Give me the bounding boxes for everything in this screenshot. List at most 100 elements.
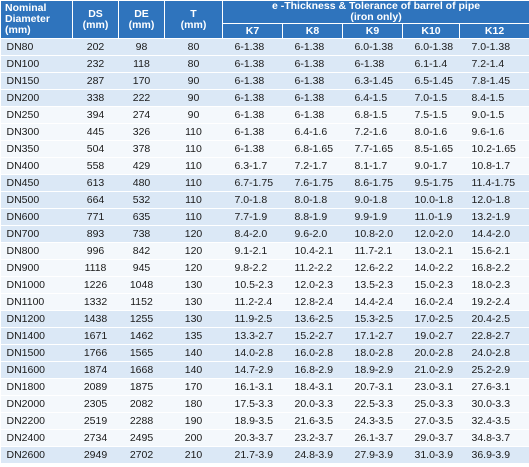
table-row: DN700 893 738 120 8.4-2.0 9.6-2.0 10.8-2.0 12.0… bbox=[0, 225, 529, 243]
table-row: DN2400 2734 2495 200 20.3-3.7 23.2-3.7 26.1-3.… bbox=[0, 429, 529, 447]
table-cell: 18.9-3.5 bbox=[222, 412, 283, 430]
table-cell: 15.0-2.3 bbox=[402, 276, 460, 294]
table-cell: 8.4-1.5 bbox=[459, 89, 529, 107]
table-cell: 24.3-3.5 bbox=[342, 412, 403, 430]
table-cell: 14.4-2.0 bbox=[459, 225, 529, 243]
table-cell: 7.7-1.9 bbox=[222, 208, 283, 226]
table-cell: 25.0-3.3 bbox=[402, 395, 460, 413]
table-cell: 338 bbox=[72, 89, 119, 107]
table-cell: 110 bbox=[164, 208, 223, 226]
table-cell: 222 bbox=[118, 89, 165, 107]
table-cell: 1565 bbox=[118, 344, 165, 362]
table-cell: 504 bbox=[72, 140, 119, 158]
table-cell: 6.8-1.5 bbox=[342, 106, 403, 124]
table-cell: 893 bbox=[72, 225, 119, 243]
table-cell: 21.7-3.9 bbox=[222, 446, 283, 464]
table-cell: 771 bbox=[72, 208, 119, 226]
nominal-diameter: DN900 bbox=[0, 259, 73, 277]
table-row: DN900 1118 945 120 9.8-2.2 11.2-2.2 12.6-2.2 14… bbox=[0, 259, 529, 277]
table-cell: 996 bbox=[72, 242, 119, 260]
table-cell: 11.2-2.4 bbox=[222, 293, 283, 311]
table-cell: 21.6-3.5 bbox=[282, 412, 343, 430]
table-cell: 1462 bbox=[118, 327, 165, 345]
group-title: e -Thickness & Tolerance of barrel of pi… bbox=[271, 0, 481, 12]
table-cell: 98 bbox=[118, 38, 165, 56]
table-cell: 429 bbox=[118, 157, 165, 175]
table-row: DN2600 2949 2702 210 21.7-3.9 24.8-3.9 27.9-3.… bbox=[0, 446, 529, 464]
table-cell: 6-1.38 bbox=[282, 89, 343, 107]
table-cell: 635 bbox=[118, 208, 165, 226]
table-cell: 18.9-2.9 bbox=[342, 361, 403, 379]
table-cell: 480 bbox=[118, 174, 165, 192]
k-column-header: K12 bbox=[458, 23, 529, 39]
table-cell: 13.6-2.5 bbox=[282, 310, 343, 328]
nominal-diameter: DN1500 bbox=[0, 344, 73, 362]
table-cell: 2288 bbox=[118, 412, 165, 430]
table-cell: 110 bbox=[164, 191, 223, 209]
header-row: Nominal Diameter (mm) DS (mm) DE (mm) T … bbox=[0, 0, 529, 39]
table-cell: 32.4-3.5 bbox=[459, 412, 529, 430]
table-cell: 2702 bbox=[118, 446, 165, 464]
table-cell: 18.4-3.1 bbox=[282, 378, 343, 396]
table-cell: 6-1.38 bbox=[282, 38, 343, 56]
table-cell: 120 bbox=[164, 242, 223, 260]
table-cell: 6.4-1.5 bbox=[342, 89, 403, 107]
table-cell: 445 bbox=[72, 123, 119, 141]
table-cell: 110 bbox=[164, 123, 223, 141]
table-cell: 16.8-2.2 bbox=[459, 259, 529, 277]
table-cell: 26.1-3.7 bbox=[342, 429, 403, 447]
table-cell: 9.6-1.6 bbox=[459, 123, 529, 141]
table-row: DN200 338 222 90 6-1.38 6-1.38 6.4-1.5 7.0-1.5 8… bbox=[0, 89, 529, 107]
table-cell: 18.0-2.8 bbox=[342, 344, 403, 362]
table-cell: 13.2-1.9 bbox=[459, 208, 529, 226]
table-cell: 8.5-1.65 bbox=[402, 140, 460, 158]
table-row: DN1600 1874 1668 140 14.7-2.9 16.8-2.9 18.9-2.… bbox=[0, 361, 529, 379]
table-cell: 110 bbox=[164, 157, 223, 175]
column-header: DS (mm) bbox=[72, 0, 119, 39]
nominal-diameter: DN2200 bbox=[0, 412, 73, 430]
table-cell: 738 bbox=[118, 225, 165, 243]
table-cell: 2089 bbox=[72, 378, 119, 396]
nominal-diameter: DN500 bbox=[0, 191, 73, 209]
table-cell: 13.5-2.3 bbox=[342, 276, 403, 294]
table-row: DN2200 2519 2288 190 18.9-3.5 21.6-3.5 24.3-3.… bbox=[0, 412, 529, 430]
table-row: DN300 445 326 110 6-1.38 6.4-1.6 7.2-1.6 8.0-1.… bbox=[0, 123, 529, 141]
table-cell: 7.7-1.65 bbox=[342, 140, 403, 158]
table-cell: 558 bbox=[72, 157, 119, 175]
table-cell: 36.9-3.9 bbox=[459, 446, 529, 464]
table-cell: 6.8-1.65 bbox=[282, 140, 343, 158]
table-cell: 90 bbox=[164, 89, 223, 107]
nominal-diameter: DN80 bbox=[0, 38, 73, 56]
table-cell: 13.3-2.7 bbox=[222, 327, 283, 345]
table-row: DN600 771 635 110 7.7-1.9 8.8-1.9 9.9-1.9 11.0-… bbox=[0, 208, 529, 226]
table-row: DN1500 1766 1565 140 14.0-2.8 16.0-2.8 18.0-2.… bbox=[0, 344, 529, 362]
table-cell: 6.0-1.38 bbox=[342, 38, 403, 56]
table-cell: 12.6-2.2 bbox=[342, 259, 403, 277]
table-cell: 1226 bbox=[72, 276, 119, 294]
table-cell: 14.0-2.8 bbox=[222, 344, 283, 362]
table-cell: 19.0-2.7 bbox=[402, 327, 460, 345]
table-cell: 8.8-1.9 bbox=[282, 208, 343, 226]
table-cell: 15.6-2.1 bbox=[459, 242, 529, 260]
table-cell: 6-1.38 bbox=[222, 140, 283, 158]
table-row: DN150 287 170 90 6-1.38 6-1.38 6.3-1.45 6.5-1.4… bbox=[0, 72, 529, 90]
column-header: Nominal Diameter (mm) bbox=[0, 0, 73, 39]
table-cell: 1255 bbox=[118, 310, 165, 328]
table-cell: 180 bbox=[164, 395, 223, 413]
table-cell: 20.4-2.5 bbox=[459, 310, 529, 328]
table-row: DN1200 1438 1255 130 11.9-2.5 13.6-2.5 15.3-2.… bbox=[0, 310, 529, 328]
nominal-diameter: DN2400 bbox=[0, 429, 73, 447]
table-cell: 8.4-2.0 bbox=[222, 225, 283, 243]
table-cell: 6.4-1.6 bbox=[282, 123, 343, 141]
table-cell: 9.6-2.0 bbox=[282, 225, 343, 243]
table-cell: 130 bbox=[164, 276, 223, 294]
table-cell: 90 bbox=[164, 106, 223, 124]
table-cell: 8.6-1.75 bbox=[342, 174, 403, 192]
k-column-header: K9 bbox=[342, 23, 403, 39]
table-row: DN500 664 532 110 7.0-1.8 8.0-1.8 9.0-1.8 10.0-… bbox=[0, 191, 529, 209]
table-cell: 17.5-3.3 bbox=[222, 395, 283, 413]
table-cell: 10.4-2.1 bbox=[282, 242, 343, 260]
nominal-diameter: DN600 bbox=[0, 208, 73, 226]
table-cell: 945 bbox=[118, 259, 165, 277]
